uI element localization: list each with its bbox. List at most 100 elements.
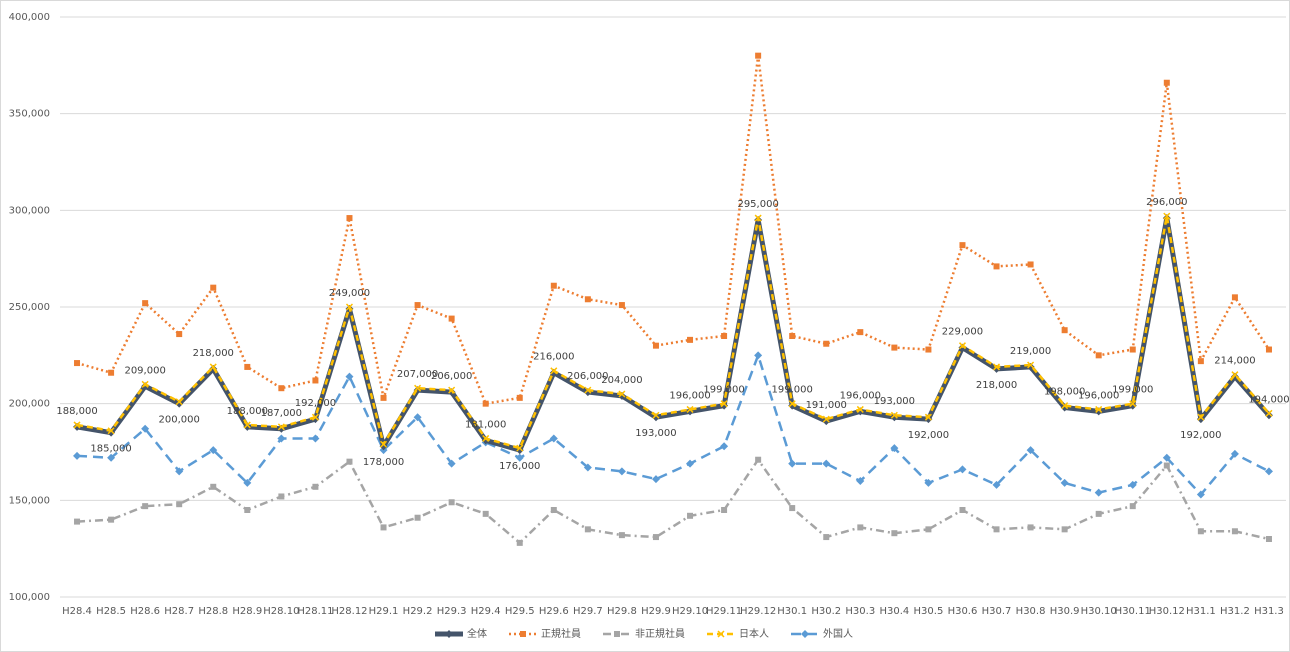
y-tick-label: 200,000 — [9, 399, 50, 410]
data-point — [346, 458, 353, 465]
data-point — [992, 480, 1001, 489]
data-point — [1129, 503, 1136, 510]
data-point — [345, 372, 354, 381]
data-point — [1094, 488, 1103, 497]
data-point — [1061, 402, 1069, 410]
data-point — [142, 300, 149, 307]
x-tick-label: H30.2 — [811, 606, 841, 617]
legend-label: 全体 — [467, 627, 487, 640]
data-point — [1163, 79, 1170, 86]
data-point — [1095, 352, 1102, 359]
data-label: 188,000 — [56, 406, 97, 417]
data-point — [789, 333, 796, 339]
data-label: 199,000 — [1112, 385, 1153, 396]
data-point — [618, 302, 625, 309]
data-point — [243, 478, 252, 487]
data-point — [822, 459, 831, 468]
data-label: 199,000 — [703, 385, 744, 396]
data-point — [584, 386, 592, 394]
x-tick-label: H28.11 — [297, 606, 333, 617]
data-point — [890, 444, 899, 453]
data-point — [959, 242, 966, 249]
data-label: 192,000 — [1180, 430, 1221, 441]
data-label: 296,000 — [1146, 197, 1187, 208]
legend-marker — [520, 631, 526, 637]
data-label: 229,000 — [942, 327, 983, 338]
data-point — [380, 524, 387, 531]
data-point — [175, 399, 184, 408]
data-point — [278, 385, 285, 392]
data-point — [822, 415, 830, 423]
data-point — [448, 386, 456, 394]
data-point — [618, 532, 625, 539]
x-tick-label: H30.12 — [1149, 606, 1185, 617]
data-point — [108, 369, 115, 376]
x-tick-label: H30.8 — [1016, 606, 1046, 617]
data-point — [652, 411, 660, 419]
x-tick-label: H31.2 — [1220, 606, 1250, 617]
data-label: 196,000 — [1078, 390, 1119, 401]
data-point — [210, 483, 217, 490]
data-point — [1129, 400, 1137, 408]
data-point — [1197, 528, 1204, 535]
x-tick-label: H29.4 — [471, 606, 501, 617]
data-point — [652, 342, 659, 349]
data-point — [1027, 261, 1034, 268]
data-point — [413, 413, 422, 422]
y-tick-label: 250,000 — [9, 302, 50, 313]
data-point — [379, 440, 388, 448]
data-point — [73, 421, 81, 429]
data-point — [277, 423, 285, 431]
x-tick-label: H28.12 — [331, 606, 367, 617]
data-point — [550, 507, 557, 513]
series-line — [76, 458, 1270, 545]
data-label: 193,000 — [635, 428, 676, 439]
data-label: 192,000 — [295, 398, 336, 409]
x-tick-label: H30.5 — [914, 606, 944, 617]
data-point — [209, 363, 217, 371]
data-point — [516, 444, 524, 452]
x-tick-label: H29.7 — [573, 606, 603, 617]
data-point — [175, 467, 184, 476]
data-point — [1027, 524, 1034, 531]
x-tick-label: H30.10 — [1081, 606, 1117, 617]
data-point — [1264, 467, 1273, 476]
x-tick-label: H30.1 — [777, 606, 807, 617]
data-point — [720, 400, 728, 408]
x-tick-label: H28.10 — [263, 606, 299, 617]
legend-label: 正規社員 — [541, 627, 581, 640]
series-line — [76, 214, 1270, 450]
data-label: 218,000 — [976, 380, 1017, 391]
data-point — [992, 363, 1001, 371]
data-label: 207,000 — [397, 369, 438, 380]
data-label: 204,000 — [601, 375, 642, 386]
data-point — [1128, 401, 1137, 410]
data-point — [414, 514, 421, 521]
data-point — [788, 459, 797, 468]
data-point — [924, 478, 933, 487]
data-point — [958, 465, 967, 474]
data-point — [823, 534, 830, 541]
data-point — [107, 427, 115, 435]
data-label: 214,000 — [1214, 356, 1255, 367]
data-point — [550, 282, 557, 289]
data-point — [924, 413, 932, 421]
x-tick-label: H28.4 — [62, 606, 92, 617]
x-tick-label: H29.5 — [505, 606, 535, 617]
y-tick-label: 150,000 — [9, 495, 50, 506]
data-label: 188,000 — [227, 406, 268, 417]
data-point — [617, 467, 626, 476]
legend: 全体 正規社員 非正規社員 日本人 外国人 — [435, 627, 853, 640]
data-label: 196,000 — [840, 390, 881, 401]
data-point — [244, 363, 251, 370]
data-label: 295,000 — [737, 199, 778, 210]
data-point — [857, 329, 864, 336]
x-tick-label: H30.9 — [1050, 606, 1080, 617]
data-point — [312, 483, 319, 490]
data-point — [311, 434, 320, 443]
data-point — [755, 52, 762, 59]
data-point — [789, 505, 796, 512]
legend-marker — [445, 630, 453, 638]
data-point — [482, 510, 489, 517]
data-point — [1027, 361, 1035, 369]
